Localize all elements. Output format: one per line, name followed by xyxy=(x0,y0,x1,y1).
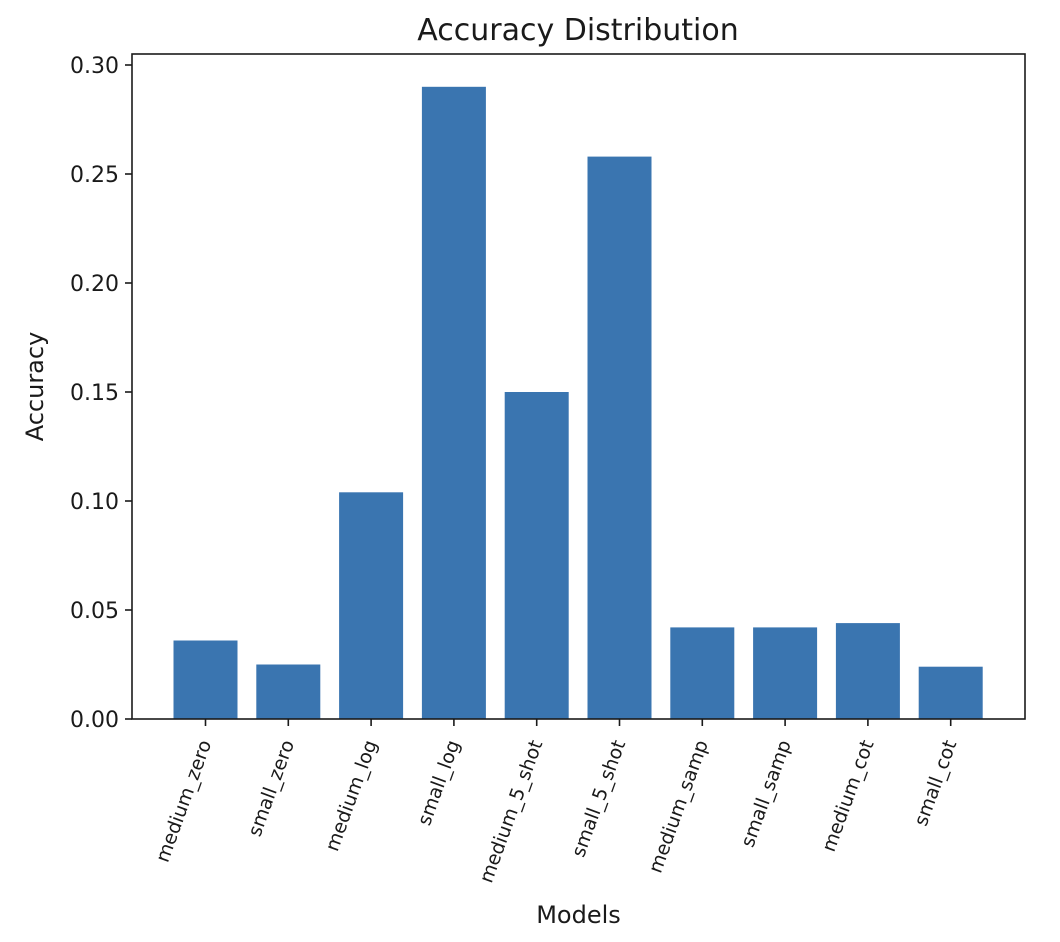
bar-small_zero xyxy=(256,664,321,719)
x-tick-label: small_zero xyxy=(244,737,299,839)
bar-medium_samp xyxy=(670,627,735,719)
bar-medium_cot xyxy=(835,623,900,719)
y-tick-label: 0.00 xyxy=(70,708,119,733)
x-tick-label: medium_zero xyxy=(152,737,217,865)
y-axis: 0.00 0.05 0.10 0.15 0.20 0.25 0.30 xyxy=(70,54,132,733)
bar-medium_log xyxy=(339,492,404,719)
x-axis-label: Models xyxy=(536,901,621,929)
y-tick-label: 0.25 xyxy=(70,163,119,188)
bar-medium_zero xyxy=(173,640,238,719)
x-tick-label: small_samp xyxy=(737,737,796,850)
bar-small_log xyxy=(421,86,486,720)
y-tick-label: 0.05 xyxy=(70,599,119,624)
x-tick-label: medium_5_shot xyxy=(475,737,547,886)
chart-title: Accuracy Distribution xyxy=(417,13,739,48)
x-tick-label: medium_log xyxy=(321,737,382,854)
bar-small_5_shot xyxy=(587,156,652,720)
y-tick-label: 0.15 xyxy=(70,381,119,406)
x-tick-label: small_log xyxy=(413,737,464,828)
x-tick-label: small_5_shot xyxy=(568,737,631,860)
y-tick-label: 0.10 xyxy=(70,490,119,515)
plot-frame xyxy=(131,53,1026,720)
x-tick-label: medium_cot xyxy=(818,737,879,855)
y-tick-label: 0.30 xyxy=(70,54,119,79)
x-tick-label: small_cot xyxy=(910,737,961,829)
x-tick-label: medium_samp xyxy=(645,737,713,876)
bar-small_samp xyxy=(753,627,818,719)
x-axis: medium_zero small_zero medium_log small_log… xyxy=(152,719,961,886)
bars-group xyxy=(173,86,983,720)
y-axis-label: Accuracy xyxy=(21,332,49,442)
y-tick-label: 0.20 xyxy=(70,272,119,297)
bar-small_cot xyxy=(918,666,983,719)
bar-medium_5_shot xyxy=(504,392,569,719)
